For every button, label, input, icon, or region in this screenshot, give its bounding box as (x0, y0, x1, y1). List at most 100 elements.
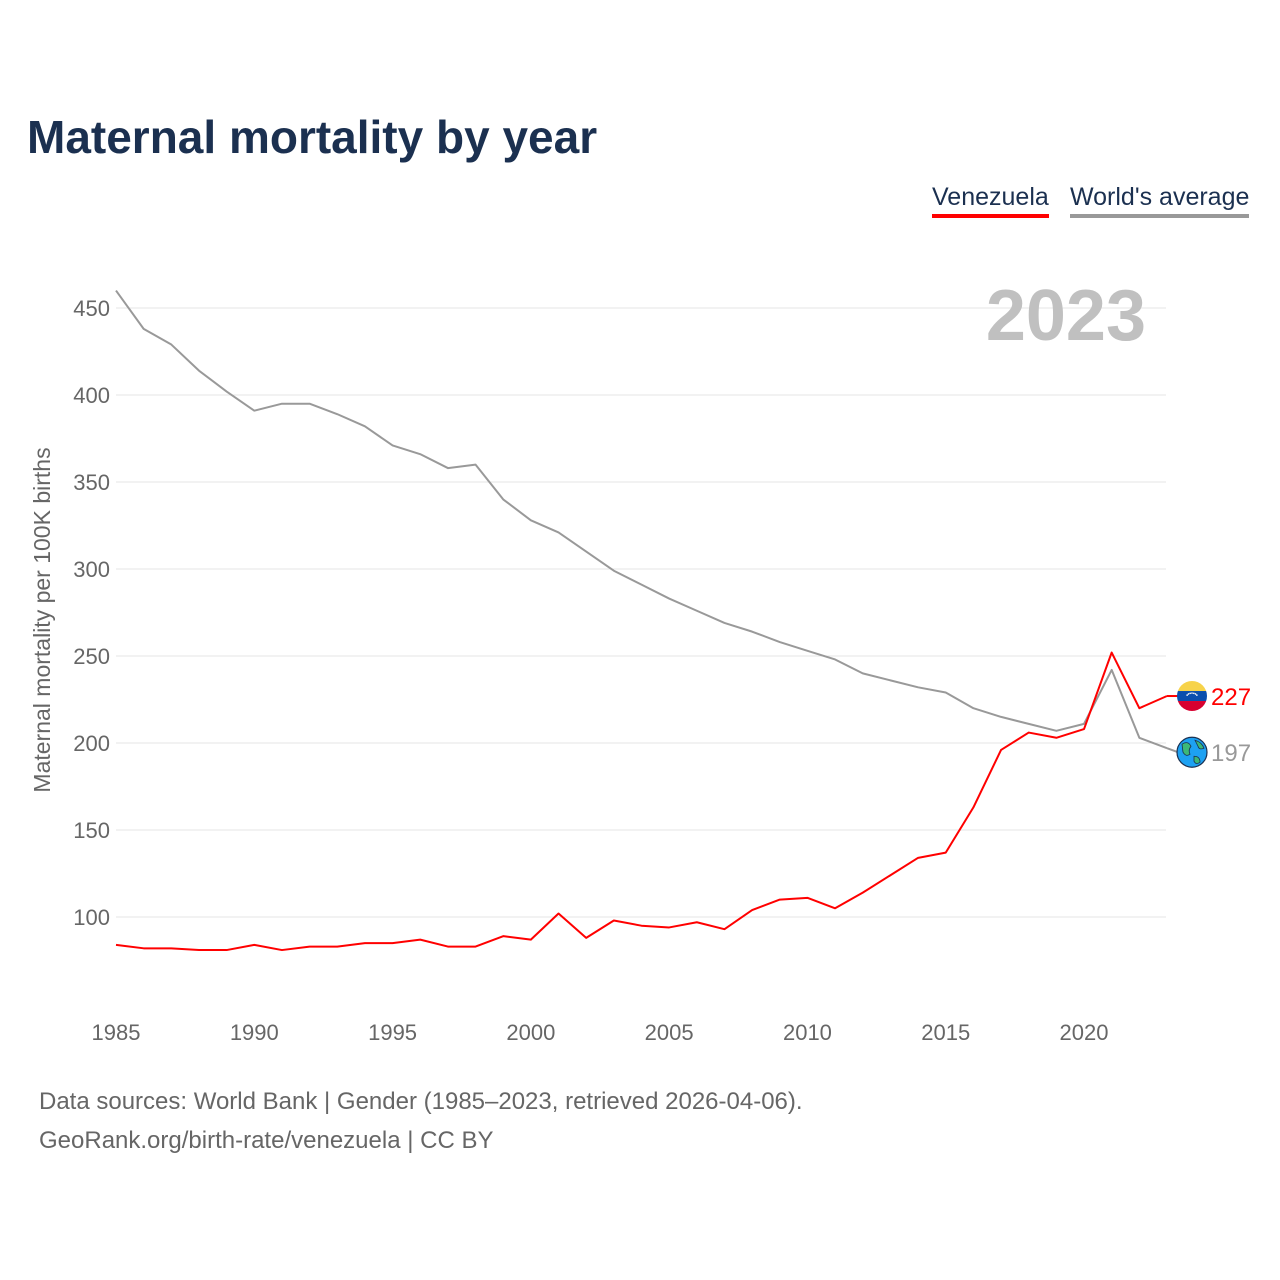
data-point (113, 942, 119, 948)
data-point (251, 408, 257, 414)
x-tick-label: 1985 (92, 1020, 141, 1045)
data-point (583, 935, 589, 941)
data-point (334, 944, 340, 950)
end-value-label: 197 (1211, 740, 1251, 767)
data-point (1136, 705, 1142, 711)
y-tick-label: 200 (73, 731, 110, 756)
data-point (777, 897, 783, 903)
data-point (777, 639, 783, 645)
x-tick-label: 2015 (921, 1020, 970, 1045)
x-tick-label: 2000 (506, 1020, 555, 1045)
data-point (307, 944, 313, 950)
data-point (528, 937, 534, 943)
data-point (694, 919, 700, 925)
data-point (251, 942, 257, 948)
data-point (1109, 667, 1115, 673)
data-point (362, 423, 368, 429)
y-tick-label: 400 (73, 383, 110, 408)
y-tick-label: 250 (73, 644, 110, 669)
data-point (915, 855, 921, 861)
data-point (168, 945, 174, 951)
data-point (666, 596, 672, 602)
data-point (832, 656, 838, 662)
year-watermark: 2023 (986, 276, 1146, 356)
data-point (749, 907, 755, 913)
data-point (721, 620, 727, 626)
data-point (887, 677, 893, 683)
data-point (473, 944, 479, 950)
data-point (970, 705, 976, 711)
data-point (390, 442, 396, 448)
data-point (998, 747, 1004, 753)
data-point (362, 940, 368, 946)
legend-venezuela[interactable]: Venezuela (932, 183, 1049, 218)
data-point (1026, 721, 1032, 727)
data-point (804, 648, 810, 654)
data-point (390, 940, 396, 946)
series-line-world-average (115, 290, 1168, 750)
data-point (1109, 650, 1115, 656)
data-point (639, 923, 645, 929)
data-point (528, 517, 534, 523)
data-point (943, 690, 949, 696)
data-point (666, 924, 672, 930)
data-point (417, 451, 423, 457)
data-point (334, 411, 340, 417)
y-axis-label: Maternal mortality per 100K births (29, 447, 55, 792)
data-point (500, 496, 506, 502)
data-point (1136, 735, 1142, 741)
data-point (860, 670, 866, 676)
data-point (556, 911, 562, 917)
data-point (1053, 728, 1059, 734)
data-point (915, 684, 921, 690)
y-tick-label: 300 (73, 557, 110, 582)
data-source-text: Data sources: World Bank | Gender (1985–… (39, 1088, 803, 1115)
y-tick-label: 350 (73, 470, 110, 495)
data-point (141, 945, 147, 951)
y-tick-label: 150 (73, 818, 110, 843)
globe-icon (1176, 736, 1208, 768)
data-point (860, 890, 866, 896)
y-tick-label: 450 (73, 296, 110, 321)
data-point (417, 937, 423, 943)
data-point (887, 872, 893, 878)
data-point (224, 947, 230, 953)
end-value-label: 227 (1211, 684, 1251, 711)
data-point (113, 288, 119, 294)
data-point (998, 714, 1004, 720)
data-point (694, 608, 700, 614)
data-point (970, 804, 976, 810)
data-point (611, 917, 617, 923)
data-point (583, 549, 589, 555)
x-tick-label: 2010 (783, 1020, 832, 1045)
legend-world-average[interactable]: World's average (1070, 183, 1250, 218)
data-point (279, 947, 285, 953)
data-point (639, 582, 645, 588)
attribution-link[interactable]: GeoRank.org/birth-rate/venezuela | CC BY (39, 1127, 494, 1154)
x-tick-label: 1990 (230, 1020, 279, 1045)
x-tick-label: 2005 (645, 1020, 694, 1045)
data-point (749, 629, 755, 635)
x-tick-label: 2020 (1060, 1020, 1109, 1045)
venezuela-flag-icon (1177, 681, 1207, 712)
y-tick-label: 100 (73, 905, 110, 930)
data-point (832, 905, 838, 911)
data-point (1026, 730, 1032, 736)
data-point (804, 895, 810, 901)
chart-title: Maternal mortality by year (27, 111, 598, 163)
data-point (445, 944, 451, 950)
data-point (196, 947, 202, 953)
data-point (473, 462, 479, 468)
data-point (500, 933, 506, 939)
data-point (721, 926, 727, 932)
data-point (307, 401, 313, 407)
data-point (556, 529, 562, 535)
data-point (141, 326, 147, 332)
data-point (1053, 735, 1059, 741)
data-point (168, 342, 174, 348)
data-point (224, 389, 230, 395)
data-point (279, 401, 285, 407)
x-tick-label: 1995 (368, 1020, 417, 1045)
data-point (611, 568, 617, 574)
